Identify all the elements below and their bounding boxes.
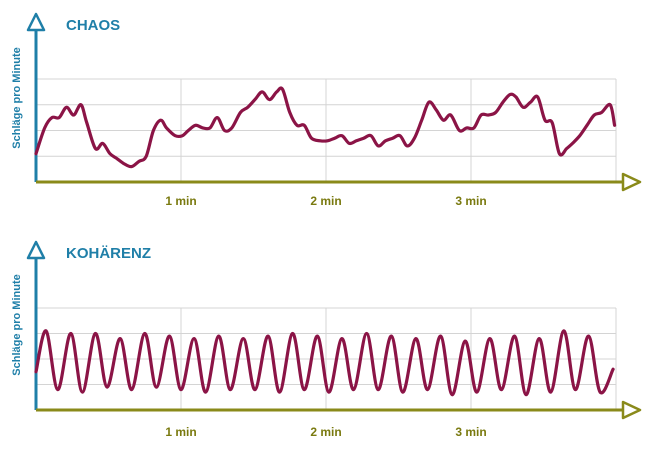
chart-title-kohaerenz: KOHÄRENZ [66, 245, 151, 262]
x-tick-label-3: 3 min [455, 194, 486, 208]
x-tick-label-2: 2 min [310, 194, 341, 208]
x-tick-label-3: 3 min [455, 425, 486, 439]
chart-kohaerenz: KOHÄRENZ Schläge pro Minute 1 min 2 min … [11, 240, 642, 439]
x-tick-label-1: 1 min [165, 425, 196, 439]
x-axis-arrow-icon [621, 400, 642, 420]
y-axis-label-kohaerenz: Schläge pro Minute [11, 274, 23, 375]
y-axis-label-chaos: Schläge pro Minute [11, 47, 23, 148]
chart-title-chaos: CHAOS [66, 17, 120, 34]
series-line-chaos [34, 86, 617, 169]
y-axis-arrow-icon [26, 240, 46, 260]
x-tick-label-1: 1 min [165, 194, 196, 208]
x-tick-label-2: 2 min [310, 425, 341, 439]
grid-lines-chaos [36, 78, 617, 182]
chart-chaos: CHAOS Schläge pro Minute 1 min 2 min 3 m… [11, 12, 642, 208]
x-axis-arrow-icon [621, 172, 642, 192]
series-line-kohaerenz [34, 329, 615, 397]
y-axis-arrow-icon [26, 12, 46, 32]
grid-lines-kohaerenz [36, 307, 617, 410]
